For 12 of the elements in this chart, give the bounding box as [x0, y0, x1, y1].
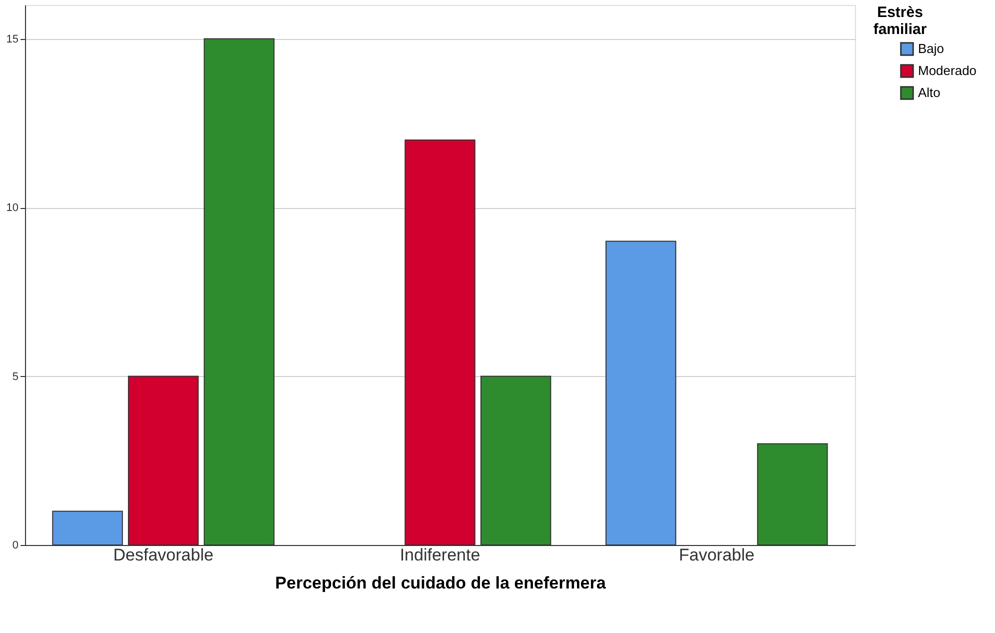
y-tick-label: 5 [12, 370, 18, 383]
legend-title: Estrès familiar [873, 4, 927, 38]
x-tick-label: Favorable [678, 546, 754, 564]
legend-label: Moderado [918, 63, 977, 78]
x-tick-label: Indiferente [400, 546, 480, 564]
y-tick-label: 0 [12, 540, 18, 552]
x-tick-label: Desfavorable [113, 546, 214, 564]
y-tick-label: 15 [6, 33, 18, 46]
y-tick-label: 10 [6, 202, 18, 214]
legend-label: Bajo [918, 41, 944, 56]
legend-label: Alto [918, 85, 940, 100]
x-axis-title: Percepción del cuidado de la enefermera [275, 574, 606, 592]
